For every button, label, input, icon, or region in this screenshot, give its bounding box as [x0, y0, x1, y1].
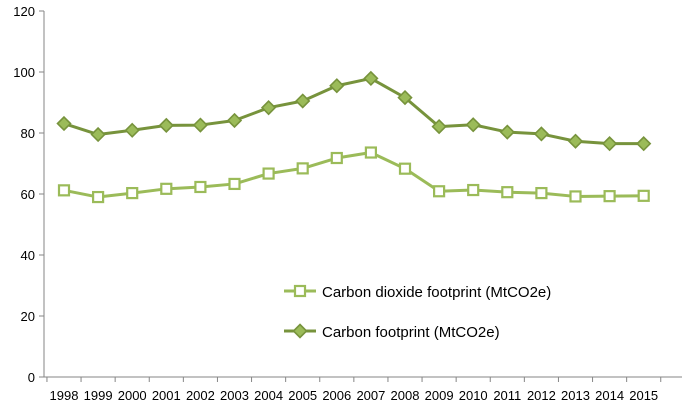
x-tick-label: 2007 [356, 388, 385, 403]
series-layer [56, 70, 652, 204]
data-point [57, 184, 71, 197]
data-point [126, 186, 139, 200]
y-tick-label: 40 [21, 248, 35, 263]
data-point [364, 146, 377, 159]
data-point [567, 133, 584, 149]
data-point [124, 122, 140, 138]
x-tick-label: 2010 [459, 388, 488, 403]
x-tick-label: 1998 [50, 388, 79, 403]
series-carbon-dioxide-footprint [57, 146, 650, 204]
data-point [363, 70, 379, 87]
y-tick-label: 20 [21, 309, 35, 324]
x-tick-label: 1999 [84, 388, 113, 403]
x-tick-label: 2003 [220, 388, 249, 403]
x-tick-label: 2000 [118, 388, 147, 403]
data-point [329, 78, 345, 94]
data-point [467, 183, 480, 197]
legend-marker [293, 284, 307, 298]
x-tick-label: 2001 [152, 388, 181, 403]
legend-label: Carbon dioxide footprint (MtCO2e) [322, 284, 551, 301]
data-point [637, 189, 650, 202]
series-line [63, 151, 644, 199]
axes [39, 10, 682, 382]
data-point [636, 136, 652, 152]
data-point [499, 124, 515, 140]
x-tick-label: 2014 [595, 388, 624, 403]
x-tick-label: 2004 [254, 388, 283, 403]
legend-label: Carbon footprint (MtCO2e) [322, 324, 500, 341]
series-line [63, 76, 644, 146]
data-point [533, 126, 550, 142]
legend-marker [292, 323, 308, 339]
data-point [228, 177, 241, 191]
data-point [296, 162, 309, 175]
data-point [194, 180, 207, 194]
x-tick-label: 2005 [288, 388, 317, 403]
data-point [192, 117, 209, 133]
data-point [158, 117, 174, 134]
y-tick-label: 100 [13, 65, 35, 80]
data-point [603, 190, 616, 203]
data-point [295, 93, 311, 109]
y-tick-label: 120 [13, 4, 35, 19]
legend: Carbon dioxide footprint (MtCO2e) Carbon … [284, 284, 551, 341]
y-tick-label: 0 [28, 370, 35, 385]
data-point [90, 126, 106, 143]
data-point [330, 151, 343, 165]
data-point [226, 112, 243, 129]
data-point [262, 167, 275, 180]
y-tick-label: 60 [21, 187, 35, 202]
data-point [398, 162, 412, 175]
data-point [397, 89, 413, 106]
data-point [569, 190, 582, 203]
y-tick-labels: 0 20 40 60 80 100 120 [13, 4, 35, 385]
x-tick-label: 2011 [493, 388, 521, 403]
data-point [260, 100, 277, 116]
data-point [465, 117, 481, 133]
data-point [431, 118, 447, 135]
series-carbon-footprint [56, 70, 652, 152]
x-tick-label: 2012 [527, 388, 556, 403]
data-point [501, 186, 514, 199]
x-tick-labels: 1998 1999 2000 2001 2002 2003 2004 2005 2006 2007… [50, 388, 659, 403]
x-tick-label: 2008 [391, 388, 420, 403]
legend-item: Carbon dioxide footprint (MtCO2e) [284, 284, 551, 301]
x-tick-label: 2006 [322, 388, 351, 403]
x-tick-label: 2002 [186, 388, 215, 403]
legend-item: Carbon footprint (MtCO2e) [284, 323, 500, 341]
data-point [56, 115, 72, 132]
x-tick-label: 2009 [425, 388, 454, 403]
data-point [160, 182, 173, 195]
data-point [433, 185, 446, 198]
y-tick-label: 80 [21, 126, 35, 141]
x-tick-label: 2013 [561, 388, 590, 403]
data-point [91, 190, 105, 204]
data-point [601, 136, 618, 152]
x-tick-label: 2015 [629, 388, 658, 403]
data-point [535, 186, 548, 200]
